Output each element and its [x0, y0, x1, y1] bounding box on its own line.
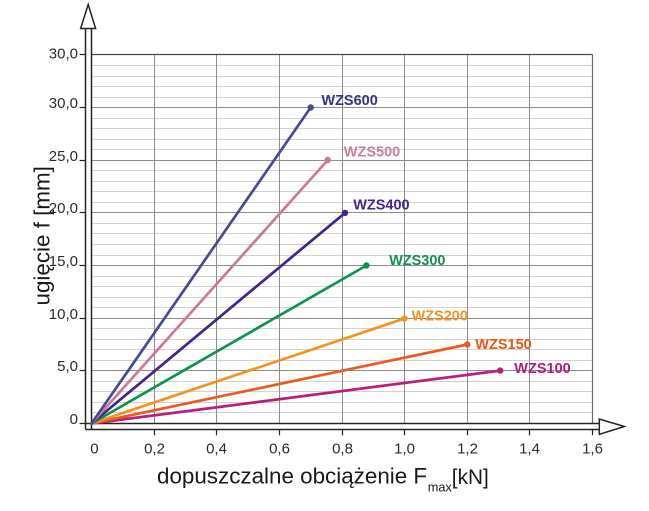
svg-text:1,0: 1,0: [394, 441, 415, 458]
svg-text:0: 0: [70, 411, 78, 428]
svg-text:WZS400: WZS400: [353, 198, 409, 214]
svg-text:30,0: 30,0: [49, 95, 78, 112]
svg-text:0: 0: [90, 441, 98, 458]
svg-text:WZS600: WZS600: [321, 93, 377, 109]
svg-text:25,0: 25,0: [49, 148, 78, 165]
svg-text:0,6: 0,6: [269, 441, 290, 458]
svg-text:5,0: 5,0: [57, 358, 78, 375]
svg-text:0,4: 0,4: [206, 441, 227, 458]
svg-text:15,0: 15,0: [49, 253, 78, 270]
svg-text:1,2: 1,2: [457, 441, 478, 458]
svg-text:0,2: 0,2: [144, 441, 165, 458]
svg-text:WZS100: WZS100: [514, 361, 570, 377]
svg-text:WZS300: WZS300: [389, 253, 445, 269]
svg-text:0,8: 0,8: [332, 441, 353, 458]
svg-text:ugięcie f [mm]: ugięcie f [mm]: [30, 166, 55, 305]
svg-text:20,0: 20,0: [49, 200, 78, 217]
svg-text:WZS500: WZS500: [344, 145, 400, 161]
svg-text:1,4: 1,4: [519, 441, 540, 458]
svg-text:1,6: 1,6: [582, 441, 603, 458]
svg-text:WZS200: WZS200: [412, 309, 468, 325]
svg-text:30,0: 30,0: [49, 45, 78, 62]
svg-text:10,0: 10,0: [49, 306, 78, 323]
svg-text:WZS150: WZS150: [475, 337, 531, 353]
